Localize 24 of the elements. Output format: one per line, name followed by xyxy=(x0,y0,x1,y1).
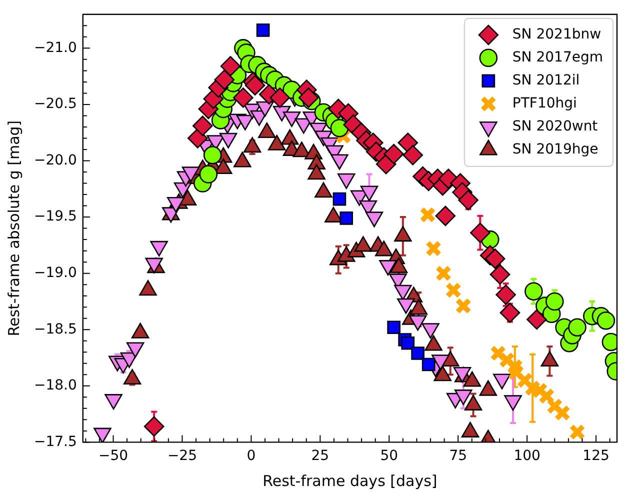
legend-label: SN 2017egm xyxy=(512,50,603,66)
x-tick-label: 75 xyxy=(449,448,468,464)
x-tick-label: −25 xyxy=(167,448,197,464)
x-tick-label: 50 xyxy=(380,448,398,464)
x-tick-label: 125 xyxy=(582,448,610,464)
y-tick-label: −18.5 xyxy=(34,321,77,338)
y-tick-label: −19.0 xyxy=(34,264,77,281)
x-tick-label: 25 xyxy=(311,448,330,464)
legend-label: SN 2019hge xyxy=(512,142,598,158)
y-tick-label: −20.5 xyxy=(34,96,77,112)
legend-label: SN 2012il xyxy=(512,72,580,89)
y-tick-label: −20.0 xyxy=(34,152,77,168)
y-tick-label: −18.0 xyxy=(34,378,77,394)
legend-label: PTF10hgi xyxy=(512,96,577,112)
x-tick-label: 100 xyxy=(514,448,540,464)
x-axis-title: Rest-frame days [days] xyxy=(262,472,438,490)
y-axis-title: Rest-frame absolute g [mag] xyxy=(4,120,23,336)
legend-label: SN 2020wnt xyxy=(512,118,598,135)
legend-label: SN 2021bnw xyxy=(512,26,602,43)
x-tick-label: −50 xyxy=(98,448,128,464)
x-tick-label: 0 xyxy=(246,448,256,464)
y-tick-label: −21.0 xyxy=(34,40,77,56)
y-tick-label: −19.5 xyxy=(34,208,77,225)
y-tick-label: −17.5 xyxy=(34,434,77,450)
